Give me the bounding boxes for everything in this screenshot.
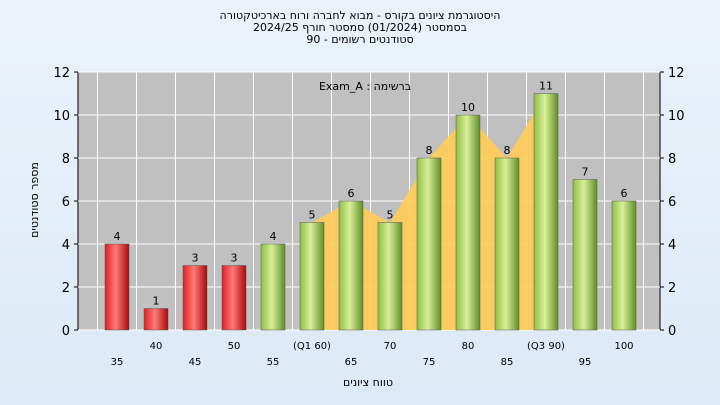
bar-50 (221, 265, 247, 331)
y-tick-label-right: 6 (668, 195, 676, 210)
chart-title-line-1: היסטוגרמת ציונים בקורס - מבוא לחברה ורוח… (219, 9, 501, 22)
y-tick-label-left: 6 (62, 195, 70, 210)
bar-85 (494, 157, 520, 331)
y-tick-label-right: 10 (668, 109, 685, 124)
y-axis-label: מספר סטודנטים (28, 162, 41, 238)
bar-95 (572, 179, 598, 331)
y-tick-label-right: 12 (668, 66, 685, 81)
y-axis-right: 0 2 4 6 8 10 12 (660, 66, 685, 339)
x-axis: 35 40 45 50 55 (Q1 60) 65 70 75 80 85 (Q3 90) 95 100 (111, 341, 634, 368)
x-tick-label: 100 (614, 341, 633, 352)
bar-value-label: 8 (426, 144, 433, 157)
bar-value-labels: 4 1 3 3 4 5 6 5 8 10 8 11 7 6 (114, 80, 628, 308)
bar-75 (416, 157, 442, 331)
bar-80 (455, 114, 481, 331)
y-tick-label-left: 8 (62, 152, 70, 167)
bar-(Q3 90) (533, 93, 559, 331)
x-tick-label: 35 (111, 357, 124, 368)
x-tick-label: 45 (189, 357, 202, 368)
x-tick-label: 75 (423, 357, 436, 368)
y-tick-label-left: 4 (62, 238, 70, 253)
y-tick-label-right: 8 (668, 152, 676, 167)
bar-value-label: 6 (348, 187, 355, 200)
bar-value-label: 5 (387, 209, 394, 222)
bar-value-label: 11 (539, 80, 553, 93)
bar-value-label: 10 (461, 101, 475, 114)
x-tick-label: (Q3 90) (527, 341, 565, 352)
bar-value-label: 4 (114, 230, 121, 243)
bar-35 (104, 243, 130, 331)
bar-70 (377, 222, 403, 331)
x-tick-label: 40 (150, 341, 163, 352)
x-tick-label: (Q1 60) (293, 341, 331, 352)
bar-100 (611, 200, 637, 331)
chart-title-line-3: סטודנטים רשומים - 90 (306, 33, 414, 46)
bar-value-label: 5 (309, 209, 316, 222)
y-tick-label-left: 2 (62, 281, 70, 296)
bar-value-label: 1 (153, 295, 160, 308)
bar-value-label: 3 (192, 252, 199, 265)
chart-title-line-2: בסמסטר (01/2024) סמסטר חורף 2024/25 (253, 21, 467, 34)
y-axis-left: 0 2 4 6 8 10 12 (53, 66, 78, 339)
x-tick-label: 65 (345, 357, 358, 368)
bar-value-label: 3 (231, 252, 238, 265)
y-tick-label-left: 12 (53, 66, 70, 81)
y-tick-label-right: 0 (668, 324, 676, 339)
bar-65 (338, 200, 364, 331)
bar-(Q1 60) (299, 222, 325, 331)
y-tick-label-right: 4 (668, 238, 676, 253)
bar-value-label: 4 (270, 230, 277, 243)
y-tick-label-right: 2 (668, 281, 676, 296)
bar-value-label: 7 (582, 166, 589, 179)
y-tick-label-left: 0 (62, 324, 70, 339)
x-tick-label: 55 (267, 357, 280, 368)
x-axis-label: טווח ציונים (343, 376, 393, 389)
bar-45 (182, 265, 208, 331)
bar-value-label: 8 (504, 144, 511, 157)
x-tick-label: 85 (501, 357, 514, 368)
x-tick-label: 50 (228, 341, 241, 352)
bars (104, 93, 637, 331)
x-tick-label: 80 (462, 341, 475, 352)
chart-annotation: Exam_A : ברשימה (319, 80, 411, 93)
x-tick-label: 95 (579, 357, 592, 368)
x-tick-label: 70 (384, 341, 397, 352)
bar-55 (260, 243, 286, 331)
y-tick-label-left: 10 (53, 109, 70, 124)
bar-value-label: 6 (621, 187, 628, 200)
bar-40 (143, 308, 169, 331)
